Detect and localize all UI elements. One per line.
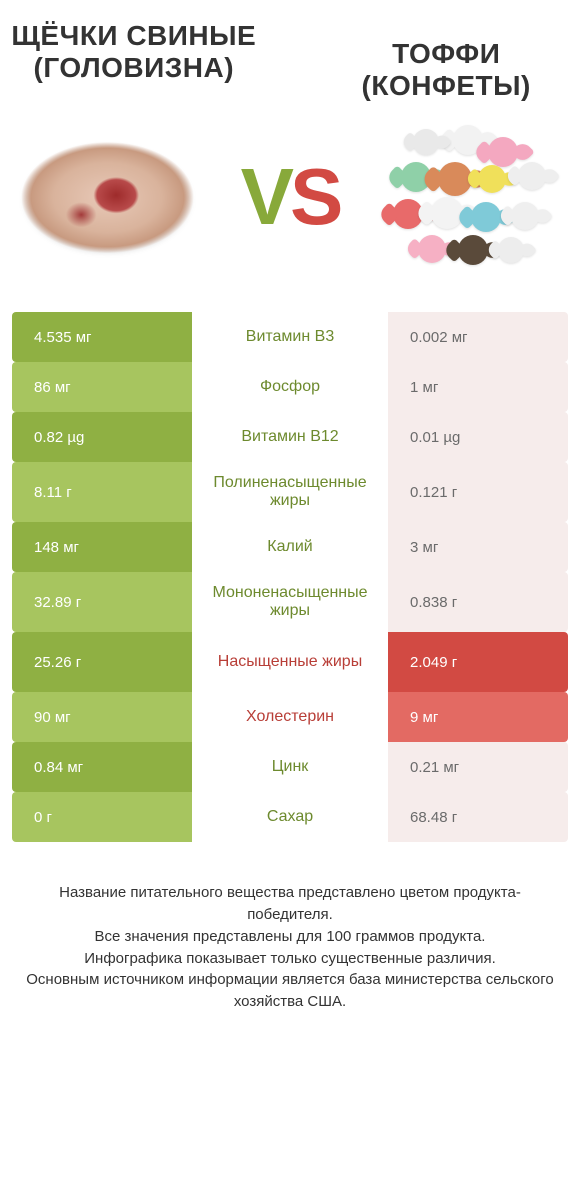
nutrient-label-cell: Цинк: [192, 742, 388, 792]
left-value-cell: 32.89 г: [12, 572, 192, 632]
table-row: 25.26 гНасыщенные жиры2.049 г: [12, 632, 568, 692]
right-value-cell: 0.002 мг: [388, 312, 568, 362]
table-row: 8.11 гПолиненасыщенные жиры0.121 г: [12, 462, 568, 522]
left-value-cell: 8.11 г: [12, 462, 192, 522]
left-value-cell: 148 мг: [12, 522, 192, 572]
left-product-image-box: [12, 117, 202, 277]
left-value-cell: 25.26 г: [12, 632, 192, 692]
pork-cheek-icon: [20, 140, 195, 255]
footer-line: Название питательного вещества представл…: [26, 882, 554, 926]
candy-icon: [511, 202, 539, 230]
right-value-cell: 68.48 г: [388, 792, 568, 842]
nutrient-label-cell: Калий: [192, 522, 388, 572]
vs-s: S: [290, 152, 339, 241]
nutrient-label-cell: Мононенасыщенные жиры: [192, 572, 388, 632]
images-row: VS: [12, 112, 568, 282]
candy-icon: [518, 162, 546, 190]
candy-icon: [498, 237, 524, 263]
left-value-cell: 0.84 мг: [12, 742, 192, 792]
left-value-cell: 90 мг: [12, 692, 192, 742]
nutrient-label-cell: Полиненасыщенные жиры: [192, 462, 388, 522]
candy-icon: [458, 235, 488, 265]
table-row: 0.84 мгЦинк0.21 мг: [12, 742, 568, 792]
footer-line: Инфографика показывает только существенн…: [26, 948, 554, 970]
left-value-cell: 4.535 мг: [12, 312, 192, 362]
right-value-cell: 0.121 г: [388, 462, 568, 522]
table-row: 4.535 мгВитамин B30.002 мг: [12, 312, 568, 362]
candy-icon: [478, 165, 506, 193]
table-row: 90 мгХолестерин9 мг: [12, 692, 568, 742]
table-row: 148 мгКалий3 мг: [12, 522, 568, 572]
right-value-cell: 1 мг: [388, 362, 568, 412]
right-product-image-box: [378, 117, 568, 277]
nutrient-label-cell: Фосфор: [192, 362, 388, 412]
right-product-title: ТОФФИ (КОНФЕТЫ): [318, 38, 574, 102]
right-value-cell: 3 мг: [388, 522, 568, 572]
candy-icon: [488, 137, 518, 167]
left-value-cell: 0.82 µg: [12, 412, 192, 462]
right-value-cell: 0.01 µg: [388, 412, 568, 462]
nutrient-label-cell: Витамин B12: [192, 412, 388, 462]
candy-icon: [418, 235, 446, 263]
taffy-candies-icon: [383, 117, 563, 277]
infographic-container: ЩЁЧКИ СВИНЫЕ (ГОЛОВИЗНА) ТОФФИ (КОНФЕТЫ)…: [0, 0, 580, 1043]
left-value-cell: 86 мг: [12, 362, 192, 412]
candy-icon: [471, 202, 501, 232]
table-row: 32.89 гМононенасыщенные жиры0.838 г: [12, 572, 568, 632]
table-row: 0.82 µgВитамин B120.01 µg: [12, 412, 568, 462]
footer-line: Все значения представлены для 100 граммо…: [26, 926, 554, 948]
footer-notes: Название питательного вещества представл…: [26, 882, 554, 1013]
right-value-cell: 9 мг: [388, 692, 568, 742]
table-row: 0 гСахар68.48 г: [12, 792, 568, 842]
right-value-cell: 0.21 мг: [388, 742, 568, 792]
candy-icon: [431, 197, 463, 229]
nutrient-label-cell: Холестерин: [192, 692, 388, 742]
left-product-title: ЩЁЧКИ СВИНЫЕ (ГОЛОВИЗНА): [6, 20, 262, 84]
comparison-table: 4.535 мгВитамин B30.002 мг86 мгФосфор1 м…: [12, 312, 568, 842]
nutrient-label-cell: Насыщенные жиры: [192, 632, 388, 692]
header: ЩЁЧКИ СВИНЫЕ (ГОЛОВИЗНА) ТОФФИ (КОНФЕТЫ): [6, 20, 574, 102]
left-value-cell: 0 г: [12, 792, 192, 842]
right-value-cell: 0.838 г: [388, 572, 568, 632]
vs-label: VS: [241, 151, 340, 243]
candy-icon: [413, 129, 439, 155]
nutrient-label-cell: Витамин B3: [192, 312, 388, 362]
footer-line: Основным источником информации является …: [26, 969, 554, 1013]
nutrient-label-cell: Сахар: [192, 792, 388, 842]
right-value-cell: 2.049 г: [388, 632, 568, 692]
table-row: 86 мгФосфор1 мг: [12, 362, 568, 412]
vs-v: V: [241, 152, 290, 241]
